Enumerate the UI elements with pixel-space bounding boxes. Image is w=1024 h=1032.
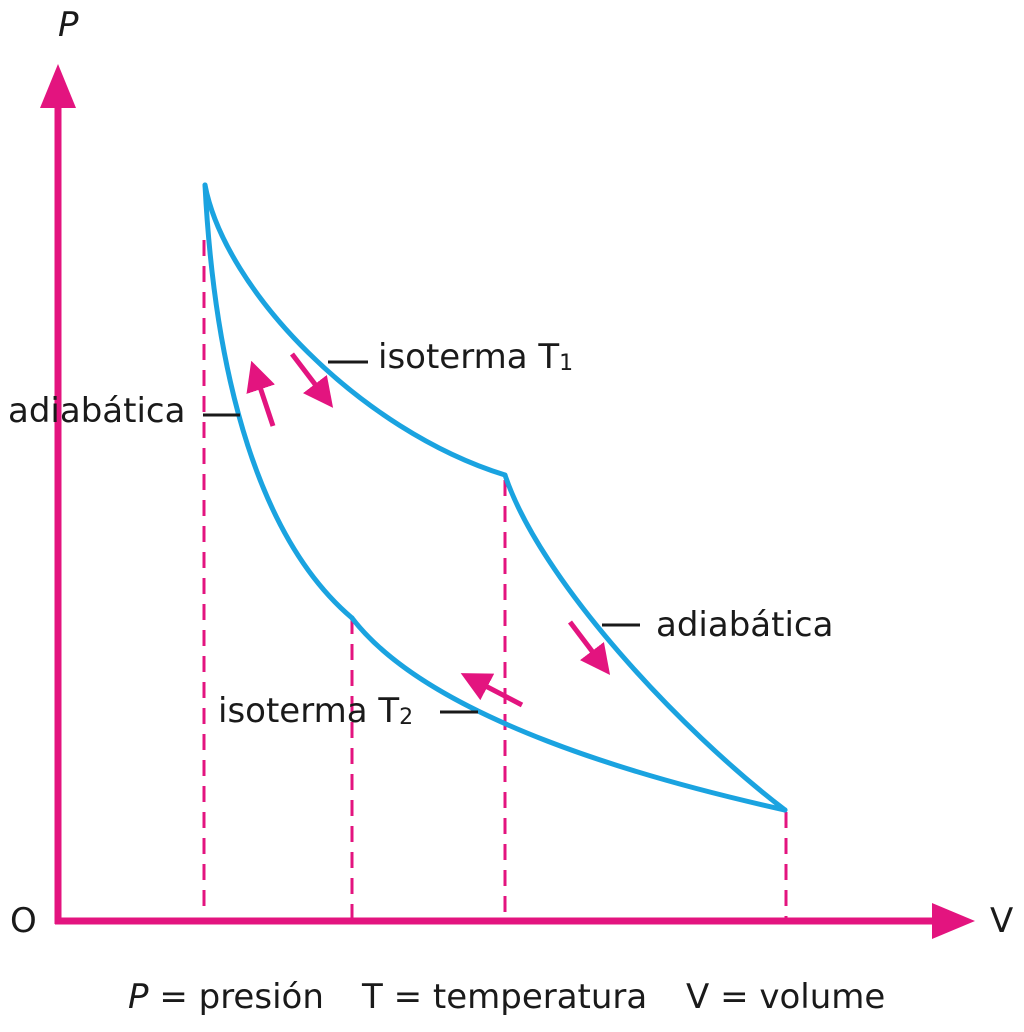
direction-arrow-down-right — [290, 352, 334, 408]
legend-pressure: P = presión — [128, 977, 324, 1017]
adiabatic-left-label: adiabática — [8, 391, 185, 431]
adiabatic-right-curve — [502, 472, 788, 813]
isotherm-t1-label: isoterma T1 — [378, 337, 573, 377]
adiabatic-left-curve — [202, 182, 355, 621]
adiabatic-right-label: adiabática — [656, 605, 833, 645]
direction-arrow-down-right — [568, 620, 611, 675]
p-axis-arrowhead — [40, 64, 76, 108]
isotherm-t2-label: isoterma T2 — [218, 691, 413, 731]
legend-volume: V = volume — [686, 977, 885, 1017]
v-axis-arrowhead — [932, 903, 975, 939]
direction-arrow-left — [460, 673, 524, 708]
v-axis-label: V — [990, 901, 1013, 941]
direction-arrow-up — [246, 360, 276, 427]
legend-temperature: T = temperatura — [361, 977, 647, 1017]
origin-label: O — [10, 901, 37, 941]
isotherm-t1-curve — [202, 182, 508, 478]
isotherm-t2-curve — [349, 615, 788, 813]
p-axis-label: P — [58, 5, 79, 45]
